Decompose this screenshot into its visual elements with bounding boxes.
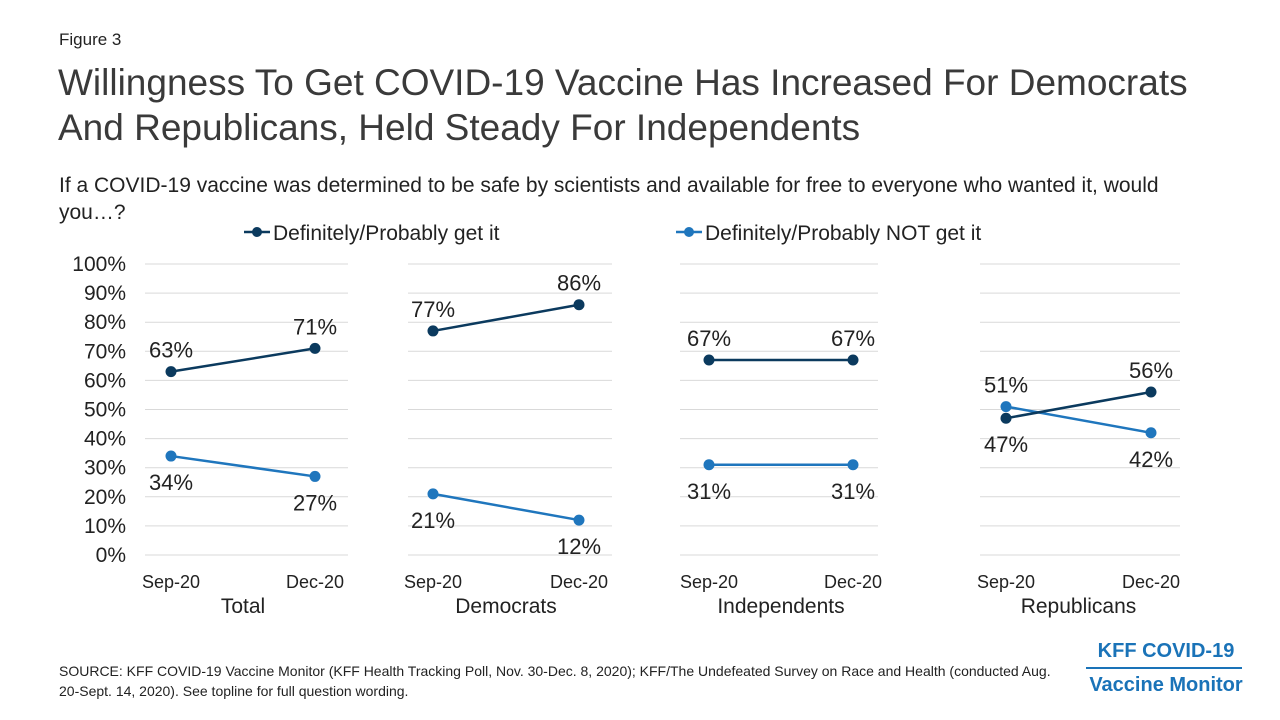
data-point-get [427,325,439,337]
figure-label: Figure 3 [59,30,122,49]
x-tick-label: Sep-20 [680,572,738,592]
kff-logo: KFF COVID-19 Vaccine Monitor [1082,638,1250,698]
y-tick-label: 0% [96,544,126,567]
series-line-get [1005,390,1152,420]
data-label-get: 67% [687,326,731,351]
data-point-get [703,354,715,366]
data-label-not_get: 31% [831,479,875,504]
data-label-get: 71% [293,314,337,339]
data-label-not_get: 42% [1129,447,1173,472]
legend-label-get: Definitely/Probably get it [273,222,500,245]
x-tick-label: Dec-20 [824,572,882,592]
x-tick-label: Sep-20 [404,572,462,592]
data-point-not_get [1000,401,1012,413]
legend-label-not_get: Definitely/Probably NOT get it [705,222,981,245]
y-tick-label: 100% [72,253,126,276]
y-tick-label: 20% [84,486,126,509]
data-point-get [165,366,177,378]
y-tick-label: 30% [84,457,126,480]
data-label-not_get: 21% [411,508,455,533]
panel-label-republicans: Republicans [1021,595,1137,618]
data-label-not_get: 34% [149,470,193,495]
data-point-get [309,342,321,354]
data-label-get: 67% [831,326,875,351]
series-line-not_get [1005,405,1152,435]
series-line-get [432,303,580,333]
y-tick-label: 10% [84,515,126,538]
data-point-get [1000,412,1012,424]
chart-title: Willingness To Get COVID-19 Vaccine Has … [58,62,1188,148]
data-point-not_get [573,514,585,526]
series-line-get [170,347,316,373]
y-tick-label: 90% [84,282,126,305]
data-point-not_get [1145,427,1157,439]
y-tick-label: 40% [84,428,126,451]
y-tick-label: 60% [84,369,126,392]
panel-label-independents: Independents [717,595,844,618]
x-tick-label: Sep-20 [142,572,200,592]
logo-line-1: KFF COVID-19 [1097,640,1235,662]
y-tick-label: 70% [84,340,126,363]
data-point-not_get [427,488,439,500]
panel-label-total: Total [221,595,265,618]
data-label-not_get: 12% [557,534,601,559]
chart-subtitle: If a COVID-19 vaccine was determined to … [59,174,1159,224]
logo-line-2: Vaccine Monitor [1089,674,1243,696]
legend-marker-get [252,227,262,237]
data-point-get [573,299,585,311]
y-tick-label: 50% [84,399,126,422]
x-tick-label: Dec-20 [550,572,608,592]
data-label-get: 63% [149,338,193,363]
data-label-get: 47% [984,432,1028,457]
data-point-get [847,354,859,366]
legend-marker-not_get [684,227,694,237]
y-tick-label: 80% [84,311,126,334]
data-point-not_get [703,459,715,471]
source-note: SOURCE: KFF COVID-19 Vaccine Monitor (KF… [59,663,1051,699]
data-point-not_get [165,450,177,462]
data-label-get: 56% [1129,358,1173,383]
line-chart: 0% 10% 20% 30% 40% 50% 60% 70% 80% 90% 100% Definit… [72,222,1180,618]
x-tick-label: Dec-20 [286,572,344,592]
x-tick-label: Sep-20 [977,572,1035,592]
data-point-not_get [309,470,321,482]
data-label-get: 86% [557,271,601,296]
x-tick-label: Dec-20 [1122,572,1180,592]
panel-label-democrats: Democrats [455,595,557,618]
data-label-not_get: 31% [687,479,731,504]
logo-divider [1086,667,1242,669]
data-label-not_get: 27% [293,490,337,515]
series-line-not_get [170,454,316,478]
data-label-get: 77% [411,297,455,322]
data-point-not_get [847,459,859,471]
series-line-not_get [432,492,580,522]
data-label-not_get: 51% [984,373,1028,398]
data-point-get [1145,386,1157,398]
